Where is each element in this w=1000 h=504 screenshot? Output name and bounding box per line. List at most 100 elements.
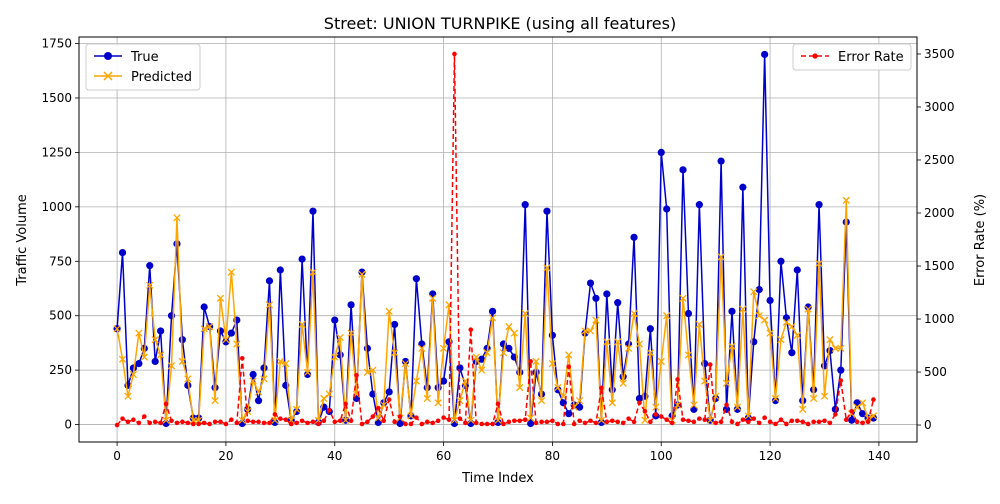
data-point xyxy=(180,419,185,425)
data-point xyxy=(146,262,154,270)
data-point xyxy=(331,316,339,324)
data-point xyxy=(690,401,698,409)
data-point xyxy=(505,322,513,331)
data-point xyxy=(265,301,274,309)
data-point xyxy=(484,421,490,427)
data-point xyxy=(120,416,125,421)
data-point xyxy=(735,421,740,427)
data-point xyxy=(648,419,653,425)
data-point xyxy=(336,333,344,342)
data-point xyxy=(527,419,535,428)
data-point xyxy=(858,410,867,418)
data-point xyxy=(575,396,584,405)
data-point xyxy=(310,419,316,425)
data-point xyxy=(707,362,713,367)
data-point xyxy=(740,417,746,423)
series-error-rate xyxy=(114,51,876,428)
data-point xyxy=(697,416,702,421)
data-point xyxy=(173,214,181,222)
data-point xyxy=(136,420,142,426)
data-point xyxy=(815,201,823,209)
data-point xyxy=(201,420,207,426)
data-point xyxy=(630,233,638,241)
data-point xyxy=(282,359,290,368)
data-point xyxy=(766,296,774,305)
data-point xyxy=(321,418,327,424)
data-point xyxy=(501,421,506,427)
data-point xyxy=(272,412,278,417)
data-point xyxy=(441,415,446,420)
data-point xyxy=(494,416,502,424)
data-point xyxy=(271,418,279,427)
data-point xyxy=(216,294,225,302)
x-tick-label: 20 xyxy=(218,449,233,463)
data-point xyxy=(684,309,693,318)
data-point xyxy=(510,329,518,337)
data-point xyxy=(581,327,589,335)
data-point xyxy=(809,394,818,403)
data-point xyxy=(234,420,240,426)
data-point xyxy=(478,355,486,363)
data-point xyxy=(488,314,497,322)
data-point xyxy=(582,420,588,426)
data-point xyxy=(178,357,187,366)
data-point xyxy=(276,266,284,274)
data-point xyxy=(490,421,495,427)
data-point xyxy=(358,268,366,276)
y-axis-left: 0 250 500 750 1000 1250 1500 1750 xyxy=(41,37,79,432)
data-point xyxy=(386,397,392,402)
data-point xyxy=(178,336,186,344)
data-point xyxy=(771,394,780,403)
data-point xyxy=(260,375,268,383)
legend-right: Error Rate xyxy=(792,43,912,71)
y-axis-left-label: Traffic Volume xyxy=(15,194,30,287)
data-point xyxy=(799,405,807,413)
data-point xyxy=(853,403,861,411)
data-point xyxy=(169,418,174,424)
data-point xyxy=(316,421,321,427)
data-point xyxy=(163,401,169,407)
data-point xyxy=(837,344,845,353)
legend-right-box xyxy=(792,43,912,71)
y-left-tick-label: 750 xyxy=(49,254,72,268)
data-point xyxy=(439,377,448,385)
data-point xyxy=(265,277,274,285)
data-point xyxy=(603,338,611,346)
data-point xyxy=(871,397,876,402)
data-point xyxy=(766,329,774,337)
data-point xyxy=(331,353,339,361)
data-point xyxy=(327,407,332,413)
data-point xyxy=(566,364,572,370)
data-point xyxy=(788,349,796,357)
data-point xyxy=(635,394,644,403)
data-point xyxy=(658,414,664,419)
data-point xyxy=(156,351,165,359)
data-point xyxy=(450,416,459,424)
data-point xyxy=(505,344,513,352)
data-point xyxy=(635,340,644,348)
x-axis-label: Time Index xyxy=(461,471,534,486)
data-point xyxy=(805,421,811,427)
y-right-tick-label: 3500 xyxy=(924,47,955,61)
data-point xyxy=(614,299,622,307)
data-point xyxy=(189,416,197,424)
data-point xyxy=(516,383,524,392)
data-point xyxy=(414,415,419,420)
data-point xyxy=(293,405,301,413)
data-point xyxy=(815,259,823,268)
data-point xyxy=(288,421,294,427)
data-point xyxy=(337,418,343,424)
data-point xyxy=(728,342,736,350)
data-point xyxy=(354,372,359,378)
data-point xyxy=(755,285,763,294)
legend-error-label: Error Rate xyxy=(838,50,904,65)
data-point xyxy=(407,412,415,420)
data-point xyxy=(609,418,615,424)
data-point xyxy=(223,421,229,427)
chart-title: Street: UNION TURNPIKE (using all featur… xyxy=(324,14,676,33)
data-point xyxy=(200,303,208,311)
data-point xyxy=(603,290,611,298)
data-point xyxy=(838,378,844,383)
y-left-tick-label: 500 xyxy=(49,309,72,323)
data-point xyxy=(332,419,338,425)
